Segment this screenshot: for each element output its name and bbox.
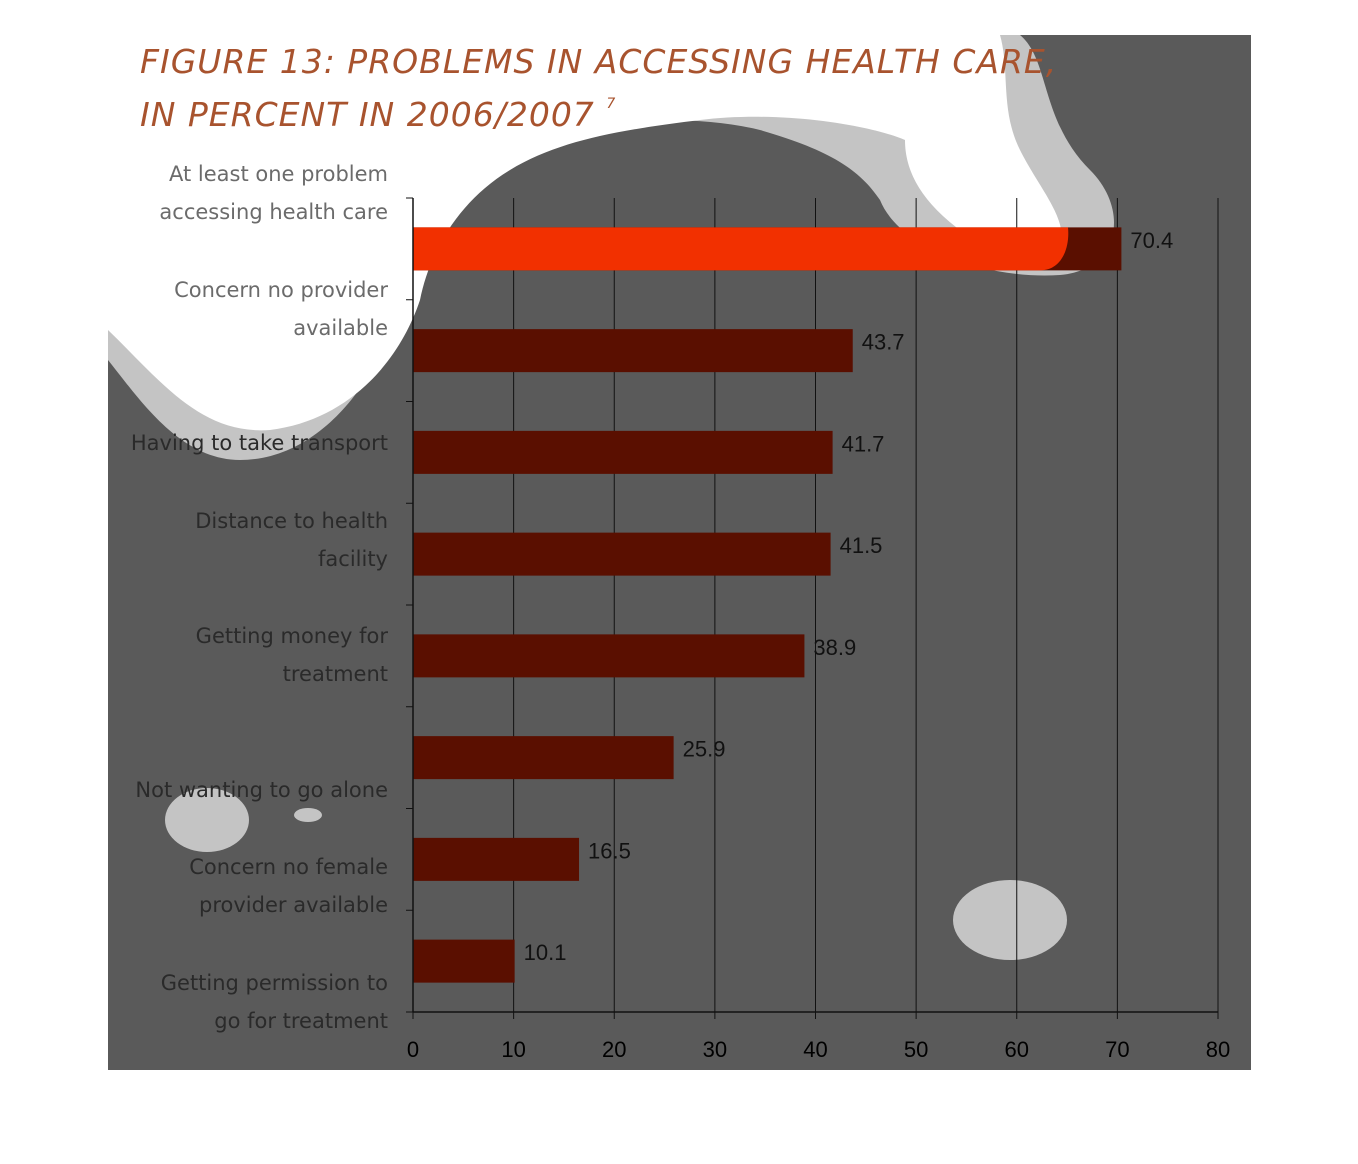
bars [413,227,1122,983]
value-label-7: 10.1 [524,940,567,965]
value-label-1: 43.7 [862,330,905,355]
value-label-4: 38.9 [813,635,856,660]
tick-label-x-10: 10 [501,1037,525,1062]
figure-title-line2: IN PERCENT IN 2006/2007 7 [140,95,616,134]
tick-label-x-40: 40 [803,1037,827,1062]
category-label-3: Distance to health facility [195,508,388,571]
value-label-0: 70.4 [1130,228,1173,253]
bar-4 [413,634,805,678]
bar-0-highlight [413,227,1069,271]
value-labels: 70.4 43.7 41.7 41.5 38.9 25.9 16.5 10.1 [524,228,1174,965]
axes [406,197,1219,1019]
tick-label-x-20: 20 [602,1037,626,1062]
category-label-7: Getting permission to go for treatment [160,970,388,1033]
grid-lines [513,198,1219,1012]
bar-1 [413,329,853,373]
bar-2 [413,430,833,474]
white-corner-shape [108,35,135,60]
white-wave-shape [108,35,1062,431]
bar-6 [413,837,580,881]
light-oval-left [165,788,249,852]
value-label-2: 41.7 [842,431,885,456]
value-label-5: 25.9 [683,737,726,762]
category-label-2: Having to take transport [130,431,388,455]
light-oval-small [294,808,322,822]
tick-label-x-70: 70 [1105,1037,1129,1062]
figure-title-text: IN PERCENT IN 2006/2007 [140,95,595,134]
footnote-marker: 7 [606,96,617,112]
light-oval-right [953,880,1067,960]
tick-label-x-0: 0 [407,1037,419,1062]
bar-5 [413,736,674,780]
category-label-0: At least one problem accessing health ca… [159,162,388,224]
tick-label-x-50: 50 [904,1037,928,1062]
category-label-5: Not wanting to go alone [135,777,388,802]
value-label-3: 41.5 [840,533,883,558]
tick-label-x-30: 30 [703,1037,727,1062]
tick-labels: 0 10 20 30 40 50 60 70 80 [407,1037,1230,1062]
tick-label-x-80: 80 [1206,1037,1230,1062]
bar-3 [413,532,831,576]
value-label-6: 16.5 [588,838,631,863]
category-label-1: Concern no provider available [174,277,388,340]
bar-7 [413,939,515,983]
category-label-6: Concern no female provider available [189,855,388,917]
figure-title-line1: FIGURE 13: PROBLEMS IN ACCESSING HEALTH … [140,42,1058,81]
category-label-4: Getting money for treatment [195,624,388,686]
tick-label-x-60: 60 [1005,1037,1029,1062]
